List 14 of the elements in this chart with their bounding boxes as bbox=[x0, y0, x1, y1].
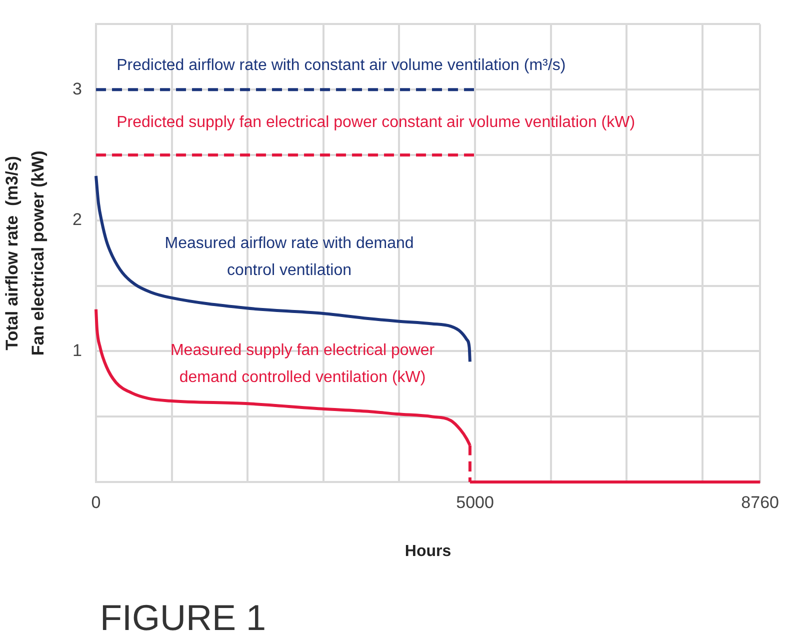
y-tick-label: 1 bbox=[72, 340, 82, 360]
series-label: Predicted supply fan electrical power constant air volume ventilation (kW) bbox=[116, 114, 636, 132]
series-label: Predicted airflow rate with constant air volume ventilation (m³/s) bbox=[116, 56, 566, 74]
y-tick-label: 2 bbox=[72, 210, 82, 230]
y-tick-label: 3 bbox=[72, 79, 82, 98]
x-axis-title: Hours bbox=[404, 542, 452, 560]
x-tick-label: 8760 bbox=[741, 492, 780, 512]
series-label: Measured supply fan electrical power demand controlled ventilation (kW) bbox=[170, 342, 436, 386]
x-tick-label: 0 bbox=[91, 492, 101, 512]
series-label: Measured airflow rate with demand control ventilation bbox=[164, 234, 414, 279]
y-axis-title: Total airflow rate (m3/s) Fan electrical power (kW) bbox=[2, 150, 48, 356]
text: FIGURE 1 bbox=[100, 597, 266, 638]
x-tick-label: 5000 bbox=[456, 492, 494, 512]
line-series bbox=[94, 174, 472, 364]
